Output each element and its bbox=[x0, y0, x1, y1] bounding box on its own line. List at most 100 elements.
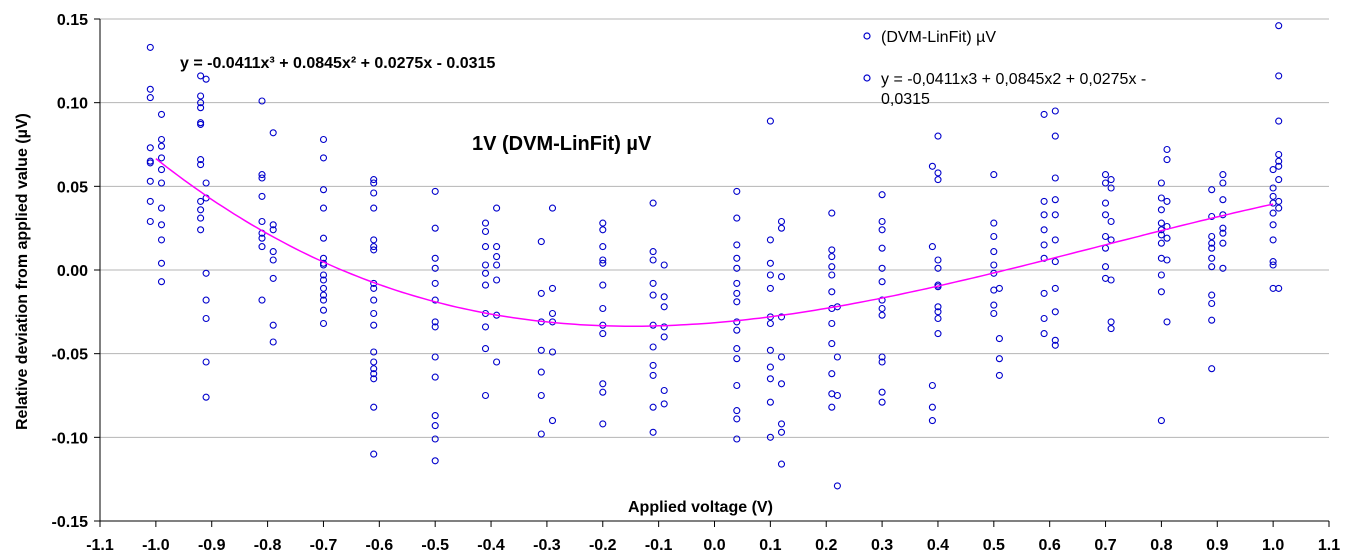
gridlines bbox=[100, 18, 1329, 438]
data-point-0-315 bbox=[1208, 232, 1216, 241]
data-point-0-303 bbox=[1157, 271, 1165, 279]
data-point-0-217 bbox=[833, 482, 841, 490]
data-point-0-310 bbox=[1163, 234, 1171, 242]
data-point-0-35 bbox=[202, 269, 210, 277]
data-point-0-234 bbox=[934, 256, 942, 264]
data-point-0-350 bbox=[1275, 204, 1283, 212]
axes bbox=[94, 18, 1330, 527]
data-point-0-12 bbox=[157, 154, 166, 162]
data-point-0-206 bbox=[828, 271, 836, 279]
data-point-0-65 bbox=[319, 271, 328, 279]
data-point-0-115 bbox=[493, 204, 501, 212]
x-tick-label-2: -0.9 bbox=[198, 537, 226, 554]
data-point-0-273 bbox=[1051, 211, 1059, 219]
data-point-0-102 bbox=[431, 422, 439, 430]
data-point-0-43 bbox=[258, 192, 266, 200]
data-point-0-13 bbox=[157, 166, 166, 174]
data-point-0-167 bbox=[733, 241, 741, 249]
data-point-0-227 bbox=[878, 353, 886, 361]
data-point-0-207 bbox=[828, 288, 836, 296]
legend-label-scatter: (DVM-LinFit) µV bbox=[881, 29, 996, 46]
data-point-0-246 bbox=[928, 417, 936, 425]
data-point-0-36 bbox=[202, 296, 210, 304]
data-point-0-204 bbox=[828, 253, 836, 261]
data-point-0-73 bbox=[370, 179, 378, 187]
data-point-0-108 bbox=[481, 261, 490, 269]
data-point-0-313 bbox=[1208, 186, 1216, 194]
data-point-0-205 bbox=[828, 263, 836, 271]
data-point-0-165 bbox=[733, 187, 741, 195]
data-point-0-8 bbox=[146, 217, 154, 226]
data-point-0-202 bbox=[828, 209, 836, 217]
data-point-0-40 bbox=[258, 97, 266, 105]
x-tick-label-21: 1.0 bbox=[1262, 537, 1284, 554]
data-point-0-33 bbox=[202, 179, 210, 187]
data-point-0-349 bbox=[1275, 197, 1283, 205]
x-tick-label-16: 0.5 bbox=[983, 537, 1005, 554]
data-point-0-59 bbox=[319, 186, 328, 194]
data-point-0-68 bbox=[319, 291, 328, 299]
data-point-0-210 bbox=[828, 340, 836, 348]
data-point-0-67 bbox=[319, 284, 328, 292]
data-point-0-161 bbox=[660, 323, 668, 331]
data-point-0-209 bbox=[828, 319, 836, 328]
data-point-0-231 bbox=[934, 132, 942, 140]
data-point-0-29 bbox=[197, 206, 205, 214]
data-point-0-119 bbox=[493, 276, 501, 284]
data-point-0-110 bbox=[481, 281, 490, 289]
y-axis-title: Relative deviation from applied value (µ… bbox=[14, 113, 31, 430]
data-point-0-198 bbox=[777, 380, 786, 388]
data-point-0-224 bbox=[878, 296, 886, 304]
x-tick-label-0: -1.1 bbox=[86, 537, 114, 554]
data-point-0-280 bbox=[1101, 171, 1110, 179]
data-point-0-343 bbox=[1275, 72, 1283, 80]
data-point-0-222 bbox=[878, 264, 886, 272]
data-point-0-9 bbox=[157, 110, 166, 118]
data-point-0-83 bbox=[370, 321, 378, 329]
y-tick-labels: -0.15 -0.10 -0.05 0.00 0.05 0.10 0.15 bbox=[52, 12, 89, 531]
x-tick-label-6: -0.5 bbox=[421, 537, 449, 554]
y-tick-label-5: 0.10 bbox=[57, 96, 88, 113]
data-point-0-203 bbox=[828, 246, 836, 254]
data-point-0-38 bbox=[202, 358, 210, 366]
data-point-0-150 bbox=[649, 279, 657, 287]
data-point-0-96 bbox=[431, 296, 439, 304]
data-point-0-345 bbox=[1275, 150, 1283, 159]
data-point-0-101 bbox=[431, 412, 439, 420]
data-point-0-54 bbox=[269, 274, 277, 282]
data-point-0-66 bbox=[319, 276, 328, 284]
data-point-0-192 bbox=[766, 433, 774, 441]
data-point-0-122 bbox=[537, 238, 545, 246]
data-point-0-26 bbox=[197, 156, 205, 164]
data-point-0-332 bbox=[1269, 166, 1277, 174]
data-point-0-151 bbox=[649, 291, 657, 299]
data-point-0-269 bbox=[1051, 107, 1059, 115]
data-point-0-338 bbox=[1269, 236, 1277, 244]
x-tick-label-8: -0.3 bbox=[533, 537, 561, 554]
data-point-0-336 bbox=[1269, 209, 1277, 217]
data-point-0-56 bbox=[269, 338, 277, 346]
data-point-0-249 bbox=[990, 232, 998, 241]
data-point-0-326 bbox=[1219, 196, 1227, 204]
data-point-0-76 bbox=[370, 236, 378, 244]
data-point-0-77 bbox=[370, 243, 378, 251]
data-point-0-164 bbox=[660, 400, 668, 408]
data-point-0-274 bbox=[1051, 236, 1059, 244]
data-point-0-112 bbox=[481, 323, 490, 331]
data-point-0-330 bbox=[1219, 239, 1227, 247]
data-point-0-190 bbox=[766, 375, 774, 383]
data-point-0-230 bbox=[878, 398, 886, 406]
y-tick-label-4: 0.05 bbox=[57, 179, 88, 196]
data-point-0-311 bbox=[1163, 256, 1171, 264]
data-point-0-339 bbox=[1269, 258, 1277, 266]
data-point-0-146 bbox=[599, 420, 607, 428]
data-point-0-307 bbox=[1163, 156, 1171, 164]
data-point-0-243 bbox=[928, 243, 936, 251]
data-point-0-1 bbox=[146, 85, 154, 93]
data-point-0-251 bbox=[990, 261, 998, 269]
data-point-0-58 bbox=[319, 154, 328, 162]
data-point-0-156 bbox=[649, 403, 657, 411]
data-point-0-117 bbox=[493, 253, 501, 261]
data-point-0-250 bbox=[990, 248, 998, 256]
